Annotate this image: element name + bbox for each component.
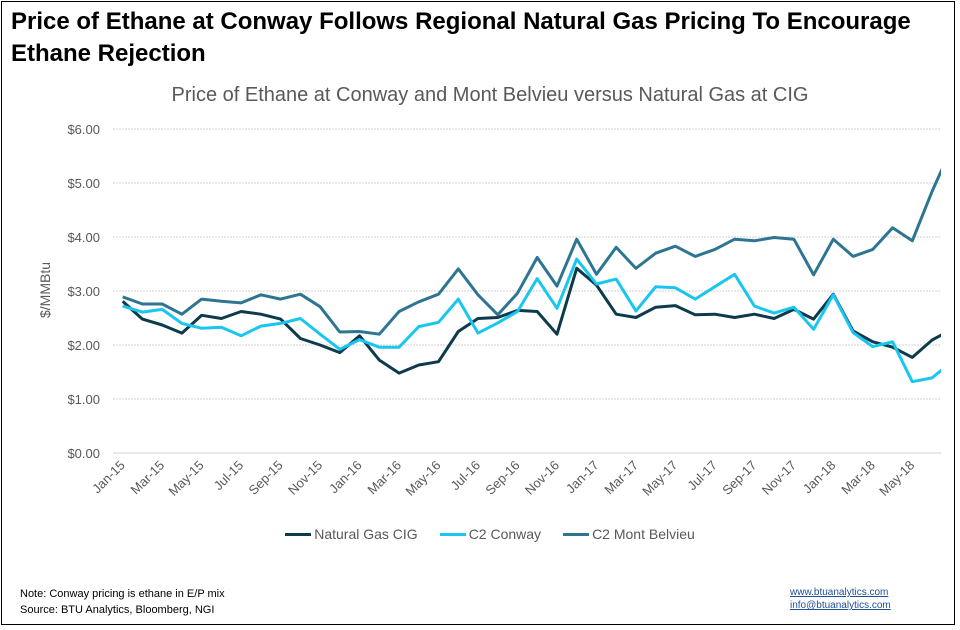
x-tick-label: May-15 xyxy=(166,458,207,499)
y-tick-label: $4.00 xyxy=(67,230,100,245)
legend: Natural Gas CIG C2 Conway C2 Mont Belvieu xyxy=(0,526,960,542)
x-tick-label: Sep-15 xyxy=(245,458,285,498)
note-text: Note: Conway pricing is ethane in E/P mi… xyxy=(20,588,225,600)
y-tick-label: $3.00 xyxy=(67,284,100,299)
page-title: Price of Ethane at Conway Follows Region… xyxy=(11,8,911,67)
x-tick-label: Nov-15 xyxy=(285,458,325,498)
y-tick-label: $6.00 xyxy=(67,122,100,137)
y-tick-label: $0.00 xyxy=(67,446,100,461)
x-tick-label: May-18 xyxy=(876,458,917,499)
legend-item: Natural Gas CIG xyxy=(285,526,418,542)
legend-label: Natural Gas CIG xyxy=(314,526,418,542)
gridlines xyxy=(113,128,941,454)
legend-swatch xyxy=(563,532,590,536)
x-tick-label: Jan-17 xyxy=(563,458,602,497)
x-tick-label: Mar-18 xyxy=(838,458,878,498)
x-tick-label: Jan-15 xyxy=(89,458,128,497)
x-tick-label: Nov-16 xyxy=(522,458,562,498)
x-tick-label: Sep-16 xyxy=(482,458,522,498)
x-tick-label: Jan-18 xyxy=(800,458,839,497)
x-tick-label: Jul-17 xyxy=(684,458,720,494)
x-tick-label: May-16 xyxy=(402,458,443,499)
legend-label: C2 Mont Belvieu xyxy=(592,526,695,542)
legend-swatch xyxy=(285,532,312,536)
y-axis-ticks: $0.00 $1.00 $2.00 $3.00 $4.00 $5.00 $6.00 xyxy=(67,122,100,461)
chart-title: Price of Ethane at Conway and Mont Belvi… xyxy=(171,84,809,106)
source-text: Source: BTU Analytics, Bloomberg, NGI xyxy=(20,604,215,616)
legend-item: C2 Mont Belvieu xyxy=(563,526,695,542)
series-line-natural-gas-cig xyxy=(121,266,941,375)
y-tick-label: $1.00 xyxy=(67,392,100,407)
legend-label: C2 Conway xyxy=(468,526,542,542)
x-tick-label: Mar-16 xyxy=(364,458,404,498)
legend-swatch xyxy=(439,532,466,536)
email-link[interactable]: info@btuanalytics.com xyxy=(790,600,891,611)
series-lines xyxy=(121,167,941,384)
y-axis-label: $/MMBtu xyxy=(37,262,53,318)
y-tick-label: $2.00 xyxy=(67,338,100,353)
legend-item: C2 Conway xyxy=(439,526,542,542)
x-tick-label: May-17 xyxy=(639,458,680,499)
footnote: Note: Conway pricing is ethane in E/P mi… xyxy=(20,586,225,618)
website-link[interactable]: www.btuanalytics.com xyxy=(790,587,889,598)
x-tick-label: Mar-17 xyxy=(601,458,641,498)
series-line-c2-conway xyxy=(122,257,941,384)
x-tick-label: Mar-15 xyxy=(128,458,168,498)
y-tick-label: $5.00 xyxy=(67,176,100,191)
x-tick-label: Nov-17 xyxy=(759,458,799,498)
x-tick-label: Jul-15 xyxy=(211,458,247,494)
x-tick-label: Jan-16 xyxy=(326,458,365,497)
x-tick-label: Jul-16 xyxy=(447,458,483,494)
x-tick-label: Sep-17 xyxy=(719,458,759,498)
contact-links: www.btuanalytics.com info@btuanalytics.c… xyxy=(790,586,891,612)
